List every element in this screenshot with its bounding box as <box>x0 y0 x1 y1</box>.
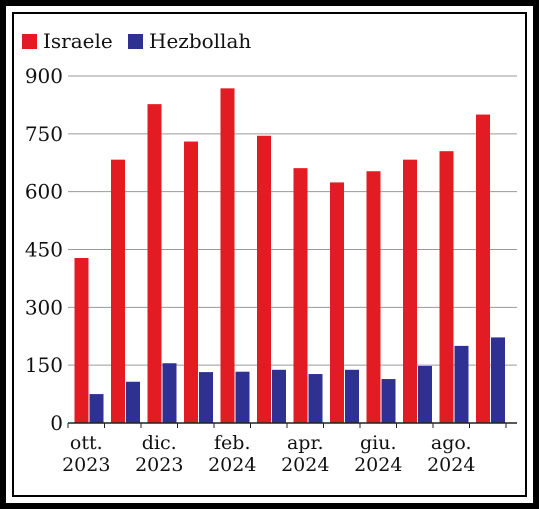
bar-israele-9 <box>403 159 417 423</box>
x-axis: ott.2023dic.2023feb.2024apr.2024giu.2024… <box>62 422 517 476</box>
chart-inner-border <box>12 12 527 497</box>
x-tick-label-month: ott. <box>70 432 103 454</box>
y-tick-label: 150 <box>25 353 63 377</box>
legend: Israele Hezbollah <box>22 29 251 53</box>
y-tick-label: 450 <box>25 238 63 262</box>
bar-israele-11 <box>476 114 490 424</box>
bar-hezbollah-8 <box>381 379 396 423</box>
bar-hezbollah-2 <box>162 363 177 423</box>
y-tick-label: 600 <box>25 180 63 204</box>
y-tick-label: 0 <box>50 411 63 435</box>
bar-israele-10 <box>439 151 454 423</box>
x-tick-label-month: giu. <box>360 432 397 454</box>
legend-label-hezbollah: Hezbollah <box>149 29 251 53</box>
y-tick-label: 900 <box>25 64 63 88</box>
bar-hezbollah-10 <box>454 345 469 423</box>
bar-israele-1 <box>111 159 125 423</box>
bar-israele-0 <box>74 257 89 423</box>
bar-israele-2 <box>147 104 162 423</box>
legend-swatch-israele <box>22 34 37 49</box>
bar-hezbollah-9 <box>418 365 432 423</box>
bar-hezbollah-7 <box>345 369 359 423</box>
bar-israele-7 <box>330 182 344 423</box>
x-tick-label-year: 2023 <box>62 454 110 476</box>
x-tick-label-month: ago. <box>431 432 472 454</box>
x-tick-label-month: dic. <box>142 432 177 454</box>
bar-hezbollah-4 <box>235 371 250 423</box>
x-tick-label-year: 2024 <box>354 454 402 476</box>
x-tick-label-year: 2024 <box>281 454 329 476</box>
bars <box>74 88 505 424</box>
x-tick-label-year: 2024 <box>427 454 475 476</box>
legend-label-israele: Israele <box>43 29 113 53</box>
y-axis-tick-labels: 0 150 300 450 600 750 900 <box>25 64 63 435</box>
legend-swatch-hezbollah <box>128 34 143 49</box>
bar-hezbollah-0 <box>89 394 104 423</box>
y-tick-label: 300 <box>25 295 63 319</box>
x-tick-label-month: feb. <box>214 432 250 454</box>
x-tick-label-year: 2023 <box>135 454 183 476</box>
bar-israele-6 <box>293 168 308 423</box>
bar-hezbollah-6 <box>308 374 323 423</box>
bar-hezbollah-11 <box>491 337 505 423</box>
x-tick-label-year: 2024 <box>208 454 256 476</box>
bar-hezbollah-1 <box>126 381 140 423</box>
bar-israele-4 <box>220 88 235 424</box>
bar-israele-3 <box>184 141 198 424</box>
bar-hezbollah-3 <box>199 372 213 423</box>
bar-hezbollah-5 <box>272 369 286 423</box>
x-tick-label-month: apr. <box>287 432 324 454</box>
bar-israele-5 <box>257 135 271 423</box>
y-tick-label: 750 <box>25 122 63 146</box>
bar-israele-8 <box>366 171 381 423</box>
